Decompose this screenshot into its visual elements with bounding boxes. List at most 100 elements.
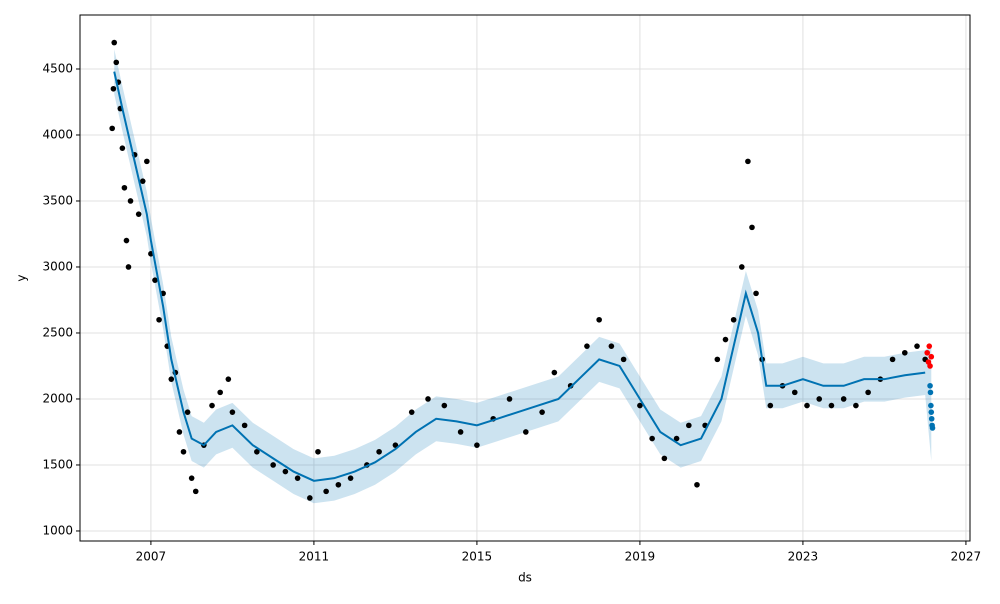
x-tick-label: 2019 (625, 550, 656, 564)
data-point (109, 125, 115, 132)
data-point (608, 343, 615, 349)
data-point (294, 475, 301, 481)
data-point (192, 488, 199, 495)
data-point (307, 495, 313, 501)
data-point (722, 336, 729, 343)
data-point (649, 435, 655, 442)
data-point (217, 389, 223, 396)
data-point (791, 389, 798, 396)
uncertainty-band (114, 49, 932, 504)
y-tick-label: 2500 (42, 325, 73, 339)
data-point (865, 389, 871, 396)
data-point (539, 409, 545, 415)
x-tick-label: 2027 (951, 550, 982, 564)
data-point (506, 396, 513, 402)
data-point (694, 481, 700, 488)
x-tick-label: 2023 (788, 550, 819, 564)
data-point (914, 343, 920, 349)
data-point (853, 402, 859, 409)
data-point (123, 237, 130, 244)
data-point (730, 316, 737, 323)
data-point (840, 396, 847, 402)
data-point (474, 442, 480, 448)
plot-frame (79, 14, 971, 542)
data-point (927, 363, 933, 369)
data-point (596, 316, 602, 323)
data-point (928, 415, 935, 422)
data-point (139, 178, 146, 184)
data-point (121, 184, 128, 191)
data-point (119, 145, 126, 151)
data-point (927, 382, 933, 389)
data-point (156, 316, 162, 323)
data-point (889, 356, 896, 363)
data-point (315, 448, 321, 455)
y-tick-label: 3500 (42, 193, 73, 207)
data-point (926, 343, 933, 349)
data-point (282, 468, 289, 475)
y-tick-label: 1000 (42, 523, 73, 537)
data-point (927, 389, 934, 396)
y-tick-label: 2000 (42, 391, 73, 405)
data-point (714, 356, 721, 363)
data-point (376, 448, 382, 455)
forecast-line (113, 71, 926, 482)
data-point (184, 409, 191, 415)
data-point (152, 277, 158, 283)
data-point (125, 264, 132, 270)
data-point (901, 349, 908, 356)
data-point (168, 376, 175, 382)
data-point (188, 475, 195, 481)
x-tick-label: 2007 (136, 550, 167, 564)
data-point (425, 396, 431, 402)
y-tick-label: 1500 (42, 457, 73, 471)
data-point (816, 396, 823, 402)
x-tick-label: 2015 (462, 550, 493, 564)
data-point (637, 402, 643, 409)
data-point (928, 353, 935, 360)
data-point (745, 158, 751, 165)
data-point (270, 462, 276, 468)
data-point (335, 481, 342, 488)
data-point (753, 290, 759, 297)
data-point (254, 448, 260, 455)
y-axis-label: y (15, 274, 29, 281)
data-point (749, 224, 755, 231)
data-point (127, 198, 134, 204)
data-point (686, 422, 692, 429)
data-point (110, 85, 117, 92)
data-point (225, 376, 232, 382)
data-point (144, 158, 150, 165)
data-point (323, 488, 329, 495)
data-point (229, 409, 236, 415)
data-point (457, 429, 464, 435)
data-point (673, 435, 680, 442)
data-point (408, 409, 415, 415)
data-point (135, 211, 142, 217)
data-point (347, 475, 354, 481)
x-tick-label: 2011 (299, 550, 330, 564)
data-point (209, 402, 215, 409)
data-point (828, 402, 835, 409)
x-axis-label: ds (518, 571, 532, 585)
data-point (620, 356, 627, 363)
data-point (180, 448, 187, 455)
data-point (551, 369, 558, 376)
data-point (738, 264, 745, 270)
y-tick-label: 4000 (42, 127, 73, 141)
data-point (392, 442, 399, 448)
data-point (924, 349, 931, 356)
data-point (523, 429, 529, 435)
data-point (928, 402, 934, 409)
data-point (804, 402, 810, 409)
data-point (111, 39, 118, 46)
data-point (241, 422, 248, 429)
data-point (767, 402, 774, 409)
data-point (928, 409, 935, 415)
y-tick-label: 4500 (42, 61, 73, 75)
data-point (584, 343, 590, 349)
data-point (661, 455, 668, 462)
data-point (441, 402, 448, 409)
